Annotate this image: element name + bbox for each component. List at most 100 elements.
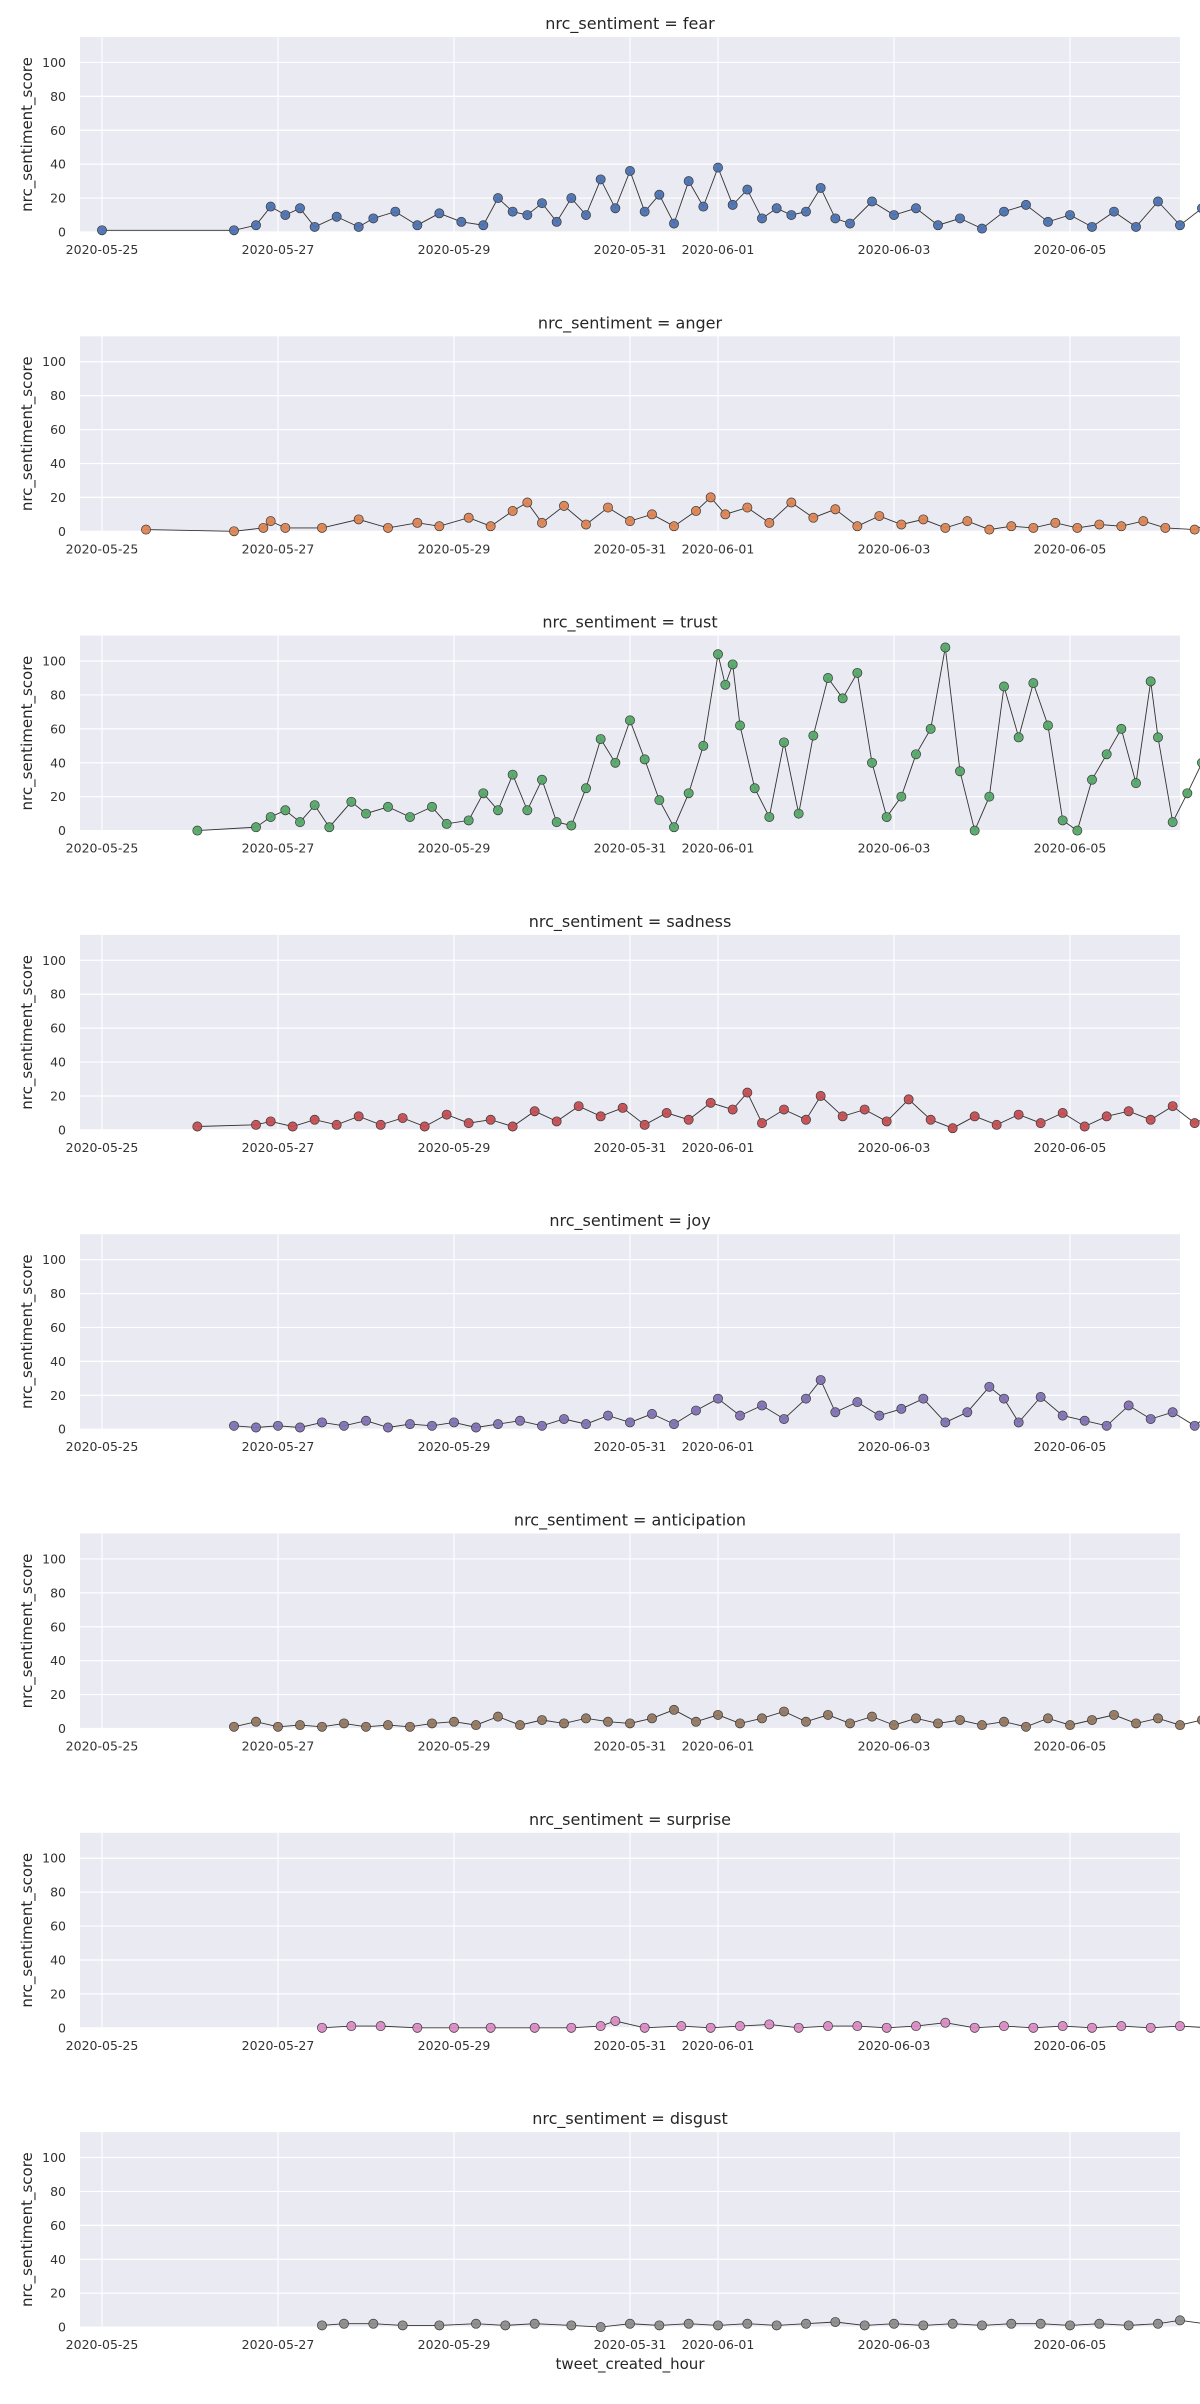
data-point	[295, 203, 305, 214]
y-axis-label: nrc_sentiment_score	[18, 1853, 37, 2008]
data-point	[727, 1104, 738, 1115]
data-point	[566, 193, 577, 204]
data-point	[940, 642, 951, 653]
x-tick-label: 2020-06-05	[1034, 1739, 1107, 1754]
data-point	[1035, 1392, 1046, 1402]
data-point	[573, 1101, 584, 1112]
data-point	[1006, 2318, 1017, 2329]
data-point	[918, 514, 929, 525]
x-tick-label: 2020-06-01	[682, 1439, 755, 1454]
data-point	[757, 213, 767, 224]
data-point	[493, 1419, 503, 1430]
data-point	[317, 522, 327, 533]
data-point	[427, 1718, 437, 1729]
data-point	[625, 2318, 635, 2329]
panel-title: nrc_sentiment = sadness	[529, 912, 732, 932]
data-point	[522, 497, 533, 508]
data-point	[742, 1087, 753, 1098]
data-point	[500, 2320, 511, 2331]
data-point	[309, 1114, 320, 1125]
data-point	[1153, 2318, 1163, 2329]
data-point	[1087, 221, 1097, 232]
y-tick-label: 100	[42, 1252, 66, 1267]
x-tick-label: 2020-06-01	[682, 1739, 755, 1754]
data-point	[595, 174, 606, 185]
data-point	[1123, 1106, 1134, 1117]
data-point	[405, 1721, 415, 1732]
data-point	[339, 2318, 349, 2329]
data-point	[984, 524, 995, 535]
data-point	[412, 220, 423, 231]
data-point	[1057, 1107, 1068, 1118]
data-point	[911, 203, 921, 214]
data-point	[1175, 2315, 1185, 2326]
y-axis-label: nrc_sentiment_score	[18, 955, 37, 1110]
data-point	[911, 1713, 921, 1724]
data-point	[661, 1107, 672, 1118]
y-tick-label: 80	[50, 1286, 66, 1301]
data-point	[999, 2021, 1009, 2032]
data-point	[397, 2320, 408, 2331]
y-tick-label: 40	[50, 1055, 66, 1070]
data-point	[581, 1419, 591, 1430]
data-point	[889, 210, 899, 220]
y-tick-label: 100	[42, 2150, 66, 2165]
data-point	[603, 1716, 613, 1727]
data-point	[1035, 2318, 1046, 2329]
y-tick-label: 60	[50, 721, 66, 736]
data-point	[346, 2021, 357, 2032]
data-point	[881, 812, 892, 822]
data-point	[537, 198, 547, 209]
y-tick-label: 20	[50, 490, 66, 505]
data-point	[1197, 1715, 1200, 1725]
data-point	[485, 521, 496, 532]
data-point	[947, 2318, 958, 2329]
x-tick-label: 2020-06-03	[858, 1140, 931, 1155]
data-point	[830, 504, 841, 515]
data-point	[881, 2022, 892, 2033]
y-axis-label: nrc_sentiment_score	[18, 656, 37, 811]
data-point	[265, 516, 276, 527]
y-tick-label: 60	[50, 1320, 66, 1335]
data-point	[852, 2021, 863, 2032]
data-point	[837, 1111, 848, 1122]
data-point	[984, 1381, 995, 1392]
data-point	[801, 1716, 811, 1727]
data-point	[485, 2022, 496, 2033]
data-point	[1138, 516, 1149, 527]
data-point	[529, 2318, 540, 2329]
data-point	[412, 517, 423, 528]
data-point	[229, 1721, 239, 1732]
x-tick-label: 2020-05-25	[66, 242, 139, 257]
data-point	[757, 1400, 767, 1411]
y-axis-label: nrc_sentiment_score	[18, 57, 37, 212]
data-point	[581, 519, 591, 530]
x-tick-label: 2020-06-01	[682, 1140, 755, 1155]
data-point	[537, 774, 547, 785]
data-point	[911, 749, 921, 760]
data-point	[441, 1109, 452, 1120]
data-point	[713, 1393, 723, 1404]
data-point	[309, 800, 320, 811]
facet-panel: nrc_sentiment = joy 0 20 40 60 80 100 2020-05-2…	[18, 1211, 1200, 1454]
data-point	[625, 1417, 635, 1428]
data-point	[955, 213, 965, 224]
facet-panel: nrc_sentiment = surprise 0 20 40 60 80 100 2020…	[18, 1810, 1200, 2053]
data-point	[683, 2318, 694, 2329]
data-point	[273, 1420, 283, 1431]
data-point	[317, 1721, 327, 1732]
data-point	[493, 1711, 503, 1722]
data-point	[793, 808, 804, 819]
data-point	[229, 225, 239, 236]
data-point	[1167, 817, 1178, 828]
data-point	[786, 210, 797, 220]
data-point	[764, 517, 775, 528]
data-point	[779, 1706, 789, 1717]
data-point	[507, 769, 518, 780]
data-point	[691, 506, 701, 516]
data-point	[1109, 206, 1119, 217]
data-point	[1182, 788, 1193, 799]
x-tick-label: 2020-06-05	[1034, 841, 1107, 856]
data-point	[654, 189, 665, 200]
y-tick-label: 20	[50, 1986, 66, 2001]
